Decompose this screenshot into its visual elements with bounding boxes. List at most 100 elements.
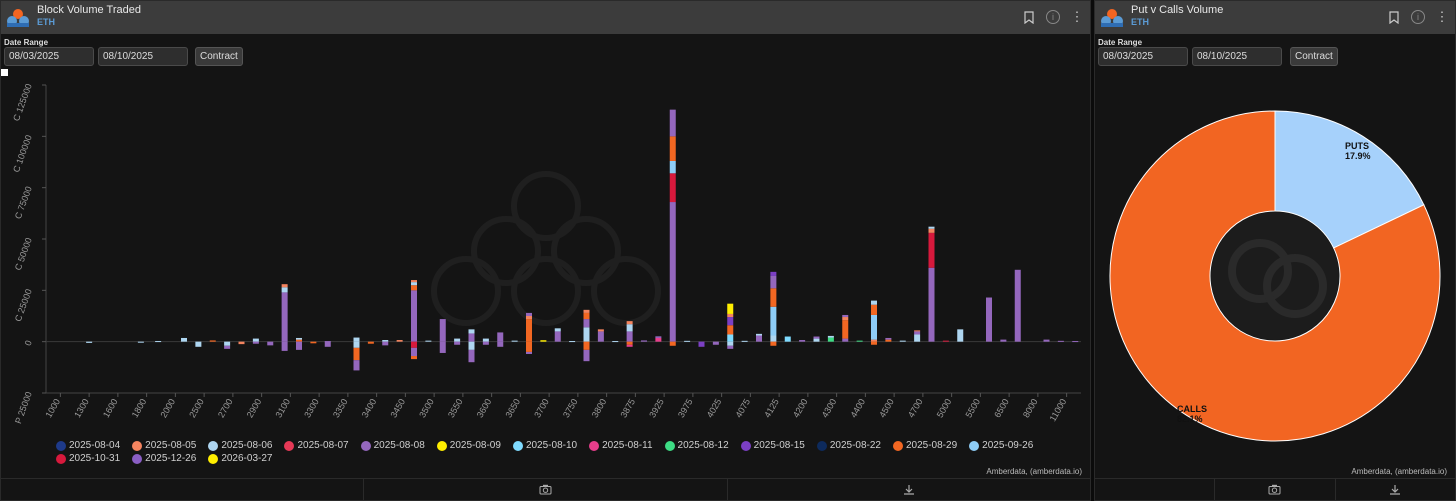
legend-item[interactable]: 2025-08-29 [892, 439, 957, 452]
bar-segment[interactable] [928, 226, 935, 229]
bar-segment[interactable] [871, 304, 877, 315]
bar-segment[interactable] [353, 360, 360, 371]
bar-segment[interactable] [1043, 339, 1050, 342]
bar-segment[interactable] [281, 292, 288, 342]
bar-segment[interactable] [526, 351, 532, 354]
bar-segment[interactable] [669, 136, 676, 161]
bar-segment[interactable] [813, 338, 820, 342]
legend-item[interactable]: 2025-10-31 [56, 452, 120, 465]
start-date-input[interactable]: 08/03/2025 [4, 47, 94, 66]
bar-segment[interactable] [914, 334, 921, 342]
bar-segment[interactable] [756, 333, 762, 336]
legend-item[interactable]: 2025-08-07 [284, 439, 349, 452]
bar-segment[interactable] [684, 340, 691, 342]
bar-segment[interactable] [583, 309, 590, 313]
bar-segment[interactable] [411, 341, 417, 348]
bar-segment[interactable] [770, 306, 777, 336]
legend-item[interactable]: 2025-08-22 [816, 439, 881, 452]
legend-item[interactable]: 2025-08-09 [436, 439, 501, 452]
bar-segment[interactable] [885, 337, 892, 340]
bar-segment[interactable] [957, 329, 964, 342]
bar-segment[interactable] [482, 338, 489, 342]
bookmark-icon[interactable] [1022, 9, 1036, 25]
bar-segment[interactable] [813, 336, 820, 339]
bar-segment[interactable] [281, 284, 288, 288]
legend-item[interactable]: 2025-08-12 [664, 439, 729, 452]
bar-segment[interactable] [842, 317, 849, 321]
bar-segment[interactable] [770, 271, 777, 276]
bar-segment[interactable] [899, 340, 906, 342]
bar-segment[interactable] [181, 337, 187, 342]
bar-segment[interactable] [252, 338, 259, 342]
bar-segment[interactable] [554, 328, 561, 332]
bar-segment[interactable] [324, 341, 331, 347]
bar-segment[interactable] [597, 331, 604, 342]
legend-item[interactable]: 2026-03-27 [208, 452, 272, 465]
bar-segment[interactable] [827, 337, 834, 342]
bar-segment[interactable] [583, 349, 590, 362]
bar-segment[interactable] [727, 317, 734, 326]
end-date-input[interactable]: 08/10/2025 [98, 47, 188, 66]
legend-item[interactable]: 2025-08-08 [360, 439, 425, 452]
bar-segment[interactable] [511, 340, 518, 342]
bar-segment[interactable] [155, 341, 162, 343]
bar-segment[interactable] [382, 340, 389, 342]
bar-segment[interactable] [296, 339, 302, 342]
bar-segment[interactable] [411, 290, 417, 342]
bar-segment[interactable] [497, 341, 504, 347]
bar-segment[interactable] [526, 312, 532, 316]
more-vertical-icon[interactable]: ⋮ [1435, 9, 1449, 24]
legend-item[interactable]: 2025-08-15 [740, 439, 805, 452]
bar-segment[interactable] [885, 339, 892, 342]
bar-segment[interactable] [1014, 269, 1021, 342]
bar-segment[interactable] [454, 341, 461, 345]
bar-segment[interactable] [871, 314, 877, 340]
bookmark-icon[interactable] [1387, 9, 1401, 25]
legend-item[interactable]: 2025-09-26 [969, 439, 1033, 452]
bar-segment[interactable] [871, 339, 877, 342]
bar-segment[interactable] [324, 341, 331, 343]
more-vertical-icon[interactable]: ⋮ [1070, 9, 1084, 24]
bar-segment[interactable] [454, 338, 461, 342]
bar-segment[interactable] [727, 303, 734, 314]
bar-segment[interactable] [626, 344, 633, 347]
bar-segment[interactable] [468, 349, 475, 363]
bar-segment[interactable] [353, 341, 360, 348]
bar-segment[interactable] [698, 341, 705, 347]
bar-segment[interactable] [727, 313, 734, 318]
bar-segment[interactable] [626, 321, 633, 325]
bar-segment[interactable] [799, 340, 806, 342]
bar-segment[interactable] [626, 331, 633, 342]
bar-segment[interactable] [439, 341, 446, 353]
bar-segment[interactable] [411, 280, 417, 283]
bar-segment[interactable] [425, 340, 432, 342]
bar-segment[interactable] [411, 282, 417, 286]
bar-segment[interactable] [382, 341, 389, 346]
bar-segment[interactable] [526, 316, 532, 320]
bar-segment[interactable] [353, 347, 360, 361]
bar-segment[interactable] [986, 297, 992, 342]
bar-segment[interactable] [411, 356, 417, 360]
bar-segment[interactable] [526, 341, 532, 352]
bar-segment[interactable] [1072, 341, 1079, 343]
start-date-input[interactable]: 08/03/2025 [1098, 47, 1188, 66]
bar-segment[interactable] [267, 341, 274, 346]
bar-segment[interactable] [669, 109, 676, 137]
bar-segment[interactable] [626, 341, 633, 345]
bar-segment[interactable] [468, 329, 475, 334]
bar-segment[interactable] [497, 332, 504, 342]
info-icon[interactable]: i [1411, 10, 1425, 24]
bar-segment[interactable] [296, 341, 302, 350]
info-icon[interactable]: i [1046, 10, 1060, 24]
bar-segment[interactable] [770, 288, 777, 307]
bar-segment[interactable] [281, 341, 288, 351]
bar-segment[interactable] [468, 341, 475, 350]
bar-segment[interactable] [827, 335, 834, 338]
download-button[interactable] [728, 479, 1090, 500]
bar-segment[interactable] [209, 340, 216, 342]
bar-segment[interactable] [411, 285, 417, 291]
bar-segment[interactable] [612, 341, 619, 343]
bar-segment[interactable] [928, 228, 935, 233]
bar-segment[interactable] [554, 331, 561, 342]
bar-segment[interactable] [583, 319, 590, 328]
